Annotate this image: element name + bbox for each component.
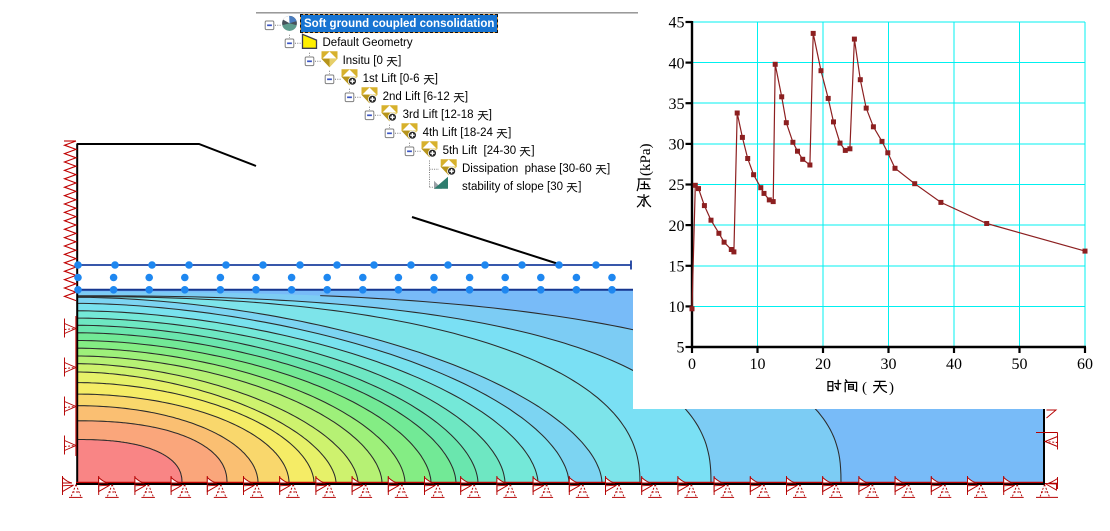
svg-text:20: 20 — [815, 356, 831, 373]
svg-text:(: ( — [862, 380, 867, 396]
svg-text:40: 40 — [669, 55, 685, 72]
svg-text:45: 45 — [669, 15, 685, 32]
svg-text:25: 25 — [669, 177, 685, 194]
svg-text:5: 5 — [677, 340, 685, 357]
svg-text:15: 15 — [669, 258, 685, 275]
svg-text:60: 60 — [1077, 356, 1093, 373]
svg-text:(kPa): (kPa) — [638, 144, 654, 177]
svg-text:20: 20 — [669, 218, 685, 235]
svg-text:): ) — [889, 380, 894, 396]
svg-text:35: 35 — [669, 96, 685, 113]
svg-text:30: 30 — [669, 137, 685, 154]
svg-text:0: 0 — [688, 356, 696, 373]
svg-text:10: 10 — [669, 299, 685, 316]
svg-text:30: 30 — [881, 356, 897, 373]
svg-text:40: 40 — [946, 356, 962, 373]
svg-text:50: 50 — [1012, 356, 1028, 373]
svg-text:10: 10 — [750, 356, 766, 373]
